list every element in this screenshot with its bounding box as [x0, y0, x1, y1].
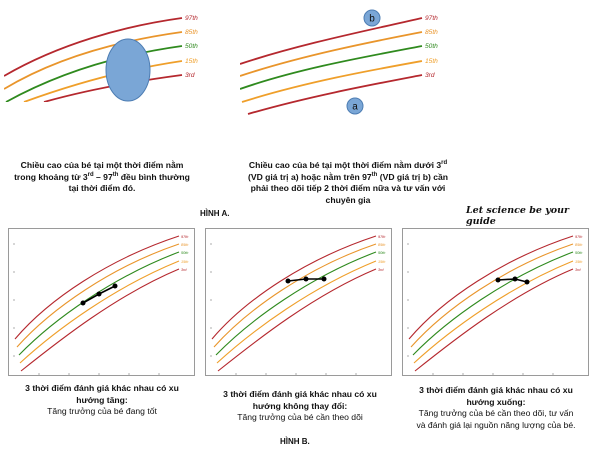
label-p85: 85th [185, 29, 198, 36]
trend-point-3 [112, 283, 118, 289]
curve-p15 [23, 60, 183, 102]
label-p50: 50th [185, 43, 198, 50]
marker-a-circle [346, 97, 364, 115]
caption-b1: 3 thời điểm đánh giá khác nhau có xu hướ… [25, 383, 179, 417]
label-p85: 85th [575, 243, 582, 247]
label-p97: 97th [425, 15, 438, 22]
curve-p97 [4, 17, 183, 77]
curve-p50 [240, 45, 423, 90]
growth-chart-a2: b a 97th 85th 50th 15th 3rd [240, 9, 438, 115]
figure-b-label: HÌNH B. [280, 437, 310, 446]
curve-p97 [211, 235, 377, 340]
curve-p85 [410, 243, 574, 348]
normal-range-ellipse [105, 38, 151, 102]
curve-p97 [408, 235, 574, 340]
curve-p3 [414, 268, 574, 372]
curve-p15 [216, 260, 377, 364]
trend-point-3 [524, 279, 530, 285]
trend-point-2 [303, 276, 309, 282]
label-p85: 85th [425, 29, 438, 36]
label-p50: 50th [181, 251, 188, 255]
trend-point-2 [512, 276, 518, 282]
axis-ticks [13, 243, 160, 375]
panel-b3: 97th 85th 50th 15th 3rd [402, 228, 589, 376]
tagline: Let science be your guide [466, 205, 570, 227]
growth-chart-a1: 97th 85th 50th 15th 3rd [4, 15, 198, 102]
panel-b1: 97th 85th 50th 15th 3rd [8, 228, 195, 376]
curve-p50 [215, 251, 377, 356]
marker-b-label: b [369, 14, 375, 25]
curve-p15 [19, 260, 180, 364]
label-p15: 15th [185, 58, 198, 65]
label-p50: 50th [425, 43, 438, 50]
trend-point-3 [321, 276, 327, 282]
trend-point-2 [96, 291, 102, 297]
figure-a-label: HÌNH A. [200, 209, 230, 218]
label-p97: 97th [575, 235, 582, 239]
label-p85: 85th [181, 243, 188, 247]
caption-a2: Chiều cao của bé tại một thời điểm nằm d… [247, 160, 449, 205]
label-p15: 15th [575, 260, 582, 264]
label-p3: 3rd [425, 72, 435, 79]
curve-p85 [4, 31, 183, 90]
curve-p50 [18, 251, 180, 356]
curve-p85 [16, 243, 180, 348]
panel-a1: 97th 85th 50th 15th 3rd [4, 4, 202, 102]
label-p3: 3rd [181, 268, 187, 272]
curve-p15 [241, 60, 423, 103]
trend-point-1 [285, 278, 291, 284]
panel-b2: 97th 85th 50th 15th 3rd [205, 228, 392, 376]
curve-p3 [217, 268, 377, 372]
curve-p97 [14, 235, 180, 340]
marker-b-circle [363, 9, 381, 27]
curve-p85 [240, 31, 423, 77]
curve-p15 [413, 260, 574, 364]
caption-b2: 3 thời điểm đánh giá khác nhau có xu hướ… [223, 389, 377, 423]
curve-p50 [5, 45, 183, 102]
caption-b3: 3 thời điểm đánh giá khác nhau có xu hướ… [416, 385, 576, 430]
label-p15: 15th [378, 260, 385, 264]
label-p97: 97th [185, 15, 198, 22]
growth-chart-b2: 97th 85th 50th 15th 3rd [210, 235, 385, 375]
growth-chart-b3: 97th 85th 50th 15th 3rd [407, 235, 582, 375]
curve-p97 [240, 17, 423, 65]
curve-p3 [20, 268, 180, 372]
label-p3: 3rd [575, 268, 581, 272]
label-p97: 97th [378, 235, 385, 239]
label-p50: 50th [378, 251, 385, 255]
caption-a1: Chiều cao của bé tại một thời điểm nằm t… [14, 160, 190, 194]
axis-ticks [407, 243, 554, 375]
label-p50: 50th [575, 251, 582, 255]
label-p15: 15th [425, 58, 438, 65]
label-p3: 3rd [185, 72, 195, 79]
curve-p50 [412, 251, 574, 356]
growth-chart-b1: 97th 85th 50th 15th 3rd [13, 235, 188, 375]
label-p85: 85th [378, 243, 385, 247]
curve-p3 [247, 74, 423, 115]
axis-ticks [210, 243, 357, 375]
curve-p85 [213, 243, 377, 348]
marker-a-label: a [352, 102, 358, 113]
label-p3: 3rd [378, 268, 384, 272]
label-p97: 97th [181, 235, 188, 239]
trend-point-1 [80, 300, 86, 306]
trend-point-1 [495, 277, 501, 283]
panel-a2: b a 97th 85th 50th 15th 3rd [240, 4, 444, 122]
label-p15: 15th [181, 260, 188, 264]
